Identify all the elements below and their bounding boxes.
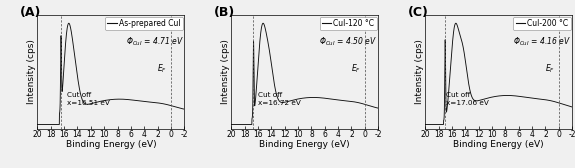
Y-axis label: Intensity (cps): Intensity (cps) — [415, 39, 424, 104]
Text: Φ$_{CuI}$ = 4.16 eV: Φ$_{CuI}$ = 4.16 eV — [513, 36, 572, 48]
Y-axis label: Intensity (cps): Intensity (cps) — [27, 39, 36, 104]
Text: $E_F$: $E_F$ — [157, 63, 167, 75]
Legend: As-prepared CuI: As-prepared CuI — [105, 17, 183, 30]
Text: Φ$_{CuI}$ = 4.71 eV: Φ$_{CuI}$ = 4.71 eV — [125, 36, 183, 48]
Text: Φ$_{CuI}$ = 4.50 eV: Φ$_{CuI}$ = 4.50 eV — [320, 36, 377, 48]
Text: (A): (A) — [20, 6, 41, 19]
Text: Cut off
x=16.51 eV: Cut off x=16.51 eV — [67, 92, 110, 106]
Text: $E_F$: $E_F$ — [351, 63, 361, 75]
X-axis label: Binding Energy (eV): Binding Energy (eV) — [453, 140, 544, 149]
Text: (B): (B) — [214, 6, 235, 19]
Legend: CuI-200 °C: CuI-200 °C — [513, 17, 570, 30]
Text: Cut off
x=17.06 eV: Cut off x=17.06 eV — [446, 92, 489, 106]
X-axis label: Binding Energy (eV): Binding Energy (eV) — [66, 140, 156, 149]
Text: $E_F$: $E_F$ — [545, 63, 555, 75]
Text: (C): (C) — [408, 6, 428, 19]
Text: Cut off
x=16.72 eV: Cut off x=16.72 eV — [258, 92, 301, 106]
Y-axis label: Intensity (cps): Intensity (cps) — [221, 39, 230, 104]
X-axis label: Binding Energy (eV): Binding Energy (eV) — [259, 140, 350, 149]
Legend: CuI-120 °C: CuI-120 °C — [320, 17, 377, 30]
